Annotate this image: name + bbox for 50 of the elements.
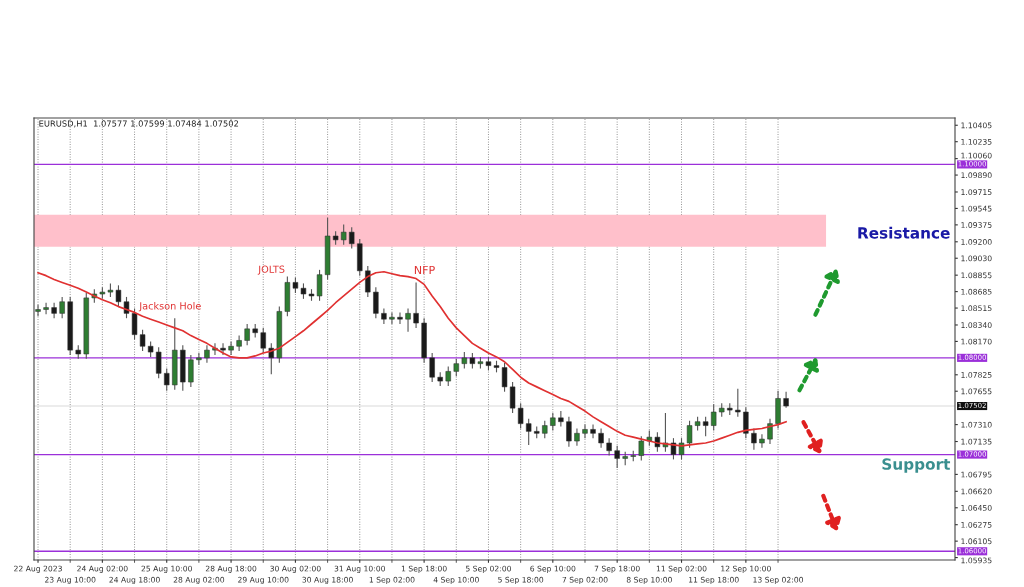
candlestick bbox=[614, 445, 620, 469]
candlestick bbox=[598, 427, 604, 449]
candlestick bbox=[574, 427, 580, 447]
candlestick bbox=[260, 327, 266, 354]
candlestick bbox=[767, 418, 773, 445]
annotation: JOLTS bbox=[257, 265, 285, 275]
candlestick bbox=[381, 307, 387, 325]
candlestick bbox=[702, 416, 709, 437]
candlestick bbox=[558, 410, 564, 428]
candlestick bbox=[743, 406, 749, 439]
candlestick bbox=[711, 403, 717, 431]
candlestick bbox=[429, 352, 435, 383]
candlestick bbox=[517, 402, 524, 430]
candlestick bbox=[413, 281, 419, 329]
candlestick bbox=[139, 329, 146, 352]
candlestick bbox=[751, 427, 757, 451]
candlestick bbox=[509, 381, 516, 414]
annotation: NFP bbox=[414, 265, 435, 274]
candlestick bbox=[373, 286, 379, 319]
candlestick bbox=[228, 340, 234, 356]
candlestick bbox=[566, 416, 572, 448]
candlestick bbox=[445, 366, 451, 387]
candlestick bbox=[244, 323, 250, 346]
candlestick bbox=[365, 265, 371, 298]
annotation: Jackson Hole bbox=[138, 302, 201, 312]
candlestick bbox=[196, 352, 202, 366]
candlestick bbox=[164, 367, 170, 392]
candlestick bbox=[389, 311, 395, 325]
candlestick bbox=[59, 296, 65, 319]
candlestick bbox=[638, 435, 644, 461]
candlestick bbox=[349, 226, 355, 250]
annotation: EURUSD,H1 1.07577 1.07599 1.07484 1.07502 bbox=[39, 120, 239, 128]
candlestick bbox=[51, 302, 57, 319]
candlestick bbox=[397, 311, 403, 325]
candlestick bbox=[606, 437, 612, 457]
candlestick bbox=[43, 302, 49, 315]
candlestick bbox=[582, 424, 588, 439]
candlestick bbox=[340, 223, 347, 246]
candlestick bbox=[525, 418, 532, 446]
candlestick bbox=[35, 304, 41, 317]
annotation: Support bbox=[882, 458, 951, 473]
candlestick bbox=[735, 388, 741, 418]
annotation: Resistance bbox=[858, 226, 950, 239]
candlestick bbox=[236, 335, 242, 352]
candlestick bbox=[220, 342, 226, 356]
candlestick bbox=[405, 307, 411, 333]
candlestick bbox=[590, 424, 596, 439]
candlestick bbox=[759, 433, 765, 449]
candlestick bbox=[188, 354, 194, 388]
candlestick bbox=[155, 346, 162, 379]
